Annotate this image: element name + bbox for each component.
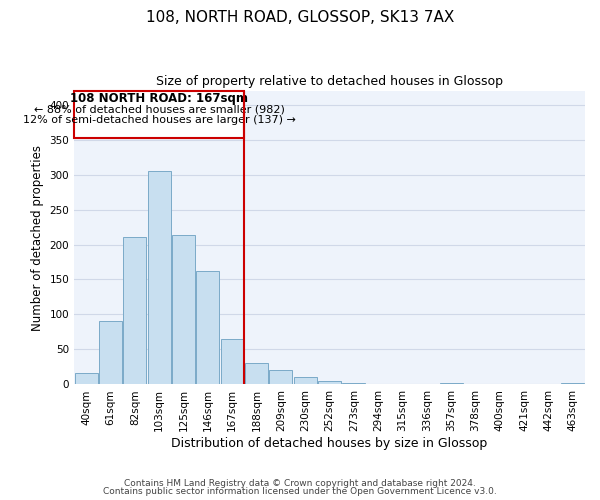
Bar: [269, 370, 292, 384]
Bar: [318, 381, 341, 384]
Bar: [293, 378, 317, 384]
Text: Contains public sector information licensed under the Open Government Licence v3: Contains public sector information licen…: [103, 487, 497, 496]
Bar: [440, 383, 463, 384]
Text: ← 88% of detached houses are smaller (982): ← 88% of detached houses are smaller (98…: [34, 104, 284, 115]
Text: 108, NORTH ROAD, GLOSSOP, SK13 7AX: 108, NORTH ROAD, GLOSSOP, SK13 7AX: [146, 10, 454, 25]
Text: 12% of semi-detached houses are larger (137) →: 12% of semi-detached houses are larger (…: [23, 115, 296, 125]
FancyBboxPatch shape: [74, 90, 244, 138]
Bar: [196, 271, 220, 384]
Bar: [74, 372, 98, 384]
Bar: [99, 322, 122, 384]
Bar: [221, 339, 244, 384]
Text: 108 NORTH ROAD: 167sqm: 108 NORTH ROAD: 167sqm: [70, 92, 248, 106]
Y-axis label: Number of detached properties: Number of detached properties: [31, 144, 44, 330]
Bar: [123, 237, 146, 384]
X-axis label: Distribution of detached houses by size in Glossop: Distribution of detached houses by size …: [172, 437, 488, 450]
Text: Contains HM Land Registry data © Crown copyright and database right 2024.: Contains HM Land Registry data © Crown c…: [124, 478, 476, 488]
Bar: [342, 383, 365, 384]
Bar: [148, 171, 170, 384]
Bar: [172, 236, 195, 384]
Title: Size of property relative to detached houses in Glossop: Size of property relative to detached ho…: [156, 75, 503, 88]
Bar: [561, 383, 584, 384]
Bar: [245, 363, 268, 384]
